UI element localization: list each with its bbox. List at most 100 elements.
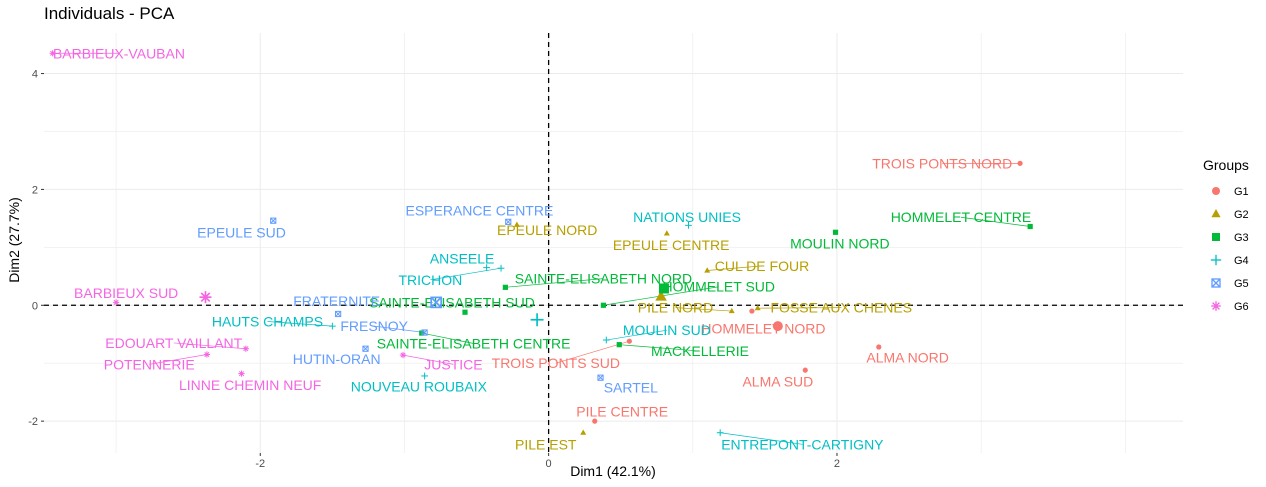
data-point (112, 299, 120, 306)
legend: Groups G1 G2 G3 G4 G5 G6 (1203, 157, 1249, 313)
data-point (203, 351, 211, 358)
data-point (362, 345, 369, 352)
leader-line (267, 321, 333, 327)
point-label: ANSEELE (430, 250, 495, 266)
legend-label: G2 (1234, 209, 1249, 221)
leader-line (505, 278, 604, 288)
data-point (238, 370, 245, 377)
leader-line (707, 265, 763, 271)
point-label: FRESNOY (340, 318, 408, 334)
point-label: SAINTE-ELISABETH NORD (515, 271, 692, 287)
legend-key (1212, 187, 1220, 195)
legend-label: G1 (1234, 186, 1249, 198)
legend-item: G1 (1212, 186, 1249, 198)
data-point (1027, 223, 1033, 230)
centroid-point (655, 290, 667, 301)
point-label: SAINTE-ELISABETH SUD (369, 294, 535, 310)
legend-key (1211, 278, 1221, 288)
group-centroids (199, 283, 783, 332)
point-label: BARBIEUX SUD (74, 285, 178, 301)
leader-line (606, 329, 667, 341)
point-label: ESPERANCE CENTRE (406, 202, 554, 218)
leader-line (757, 307, 842, 309)
x-tick-label: 2 (834, 458, 840, 470)
data-point (602, 336, 610, 344)
y-tick-label: 4 (32, 69, 38, 81)
chart-title: Individuals - PCA (44, 4, 175, 23)
data-point (580, 429, 587, 435)
centroid-point (658, 283, 669, 294)
point-label: POTENNERIE (104, 356, 195, 372)
point-label: HOMMELET CENTRE (891, 209, 1032, 225)
point-label: ALMA SUD (742, 374, 813, 390)
point-label: CUL DE FOUR (715, 258, 809, 274)
point-label: HOMMELET NORD (701, 320, 825, 336)
legend-key (1212, 233, 1220, 241)
legend-item: G4 (1210, 254, 1249, 267)
legend-key (1211, 209, 1221, 218)
centroid-point (530, 313, 544, 327)
point-label: ENTREPONT-CARTIGNY (721, 436, 884, 452)
legend-title: Groups (1203, 157, 1249, 173)
leader-line (374, 325, 425, 333)
y-axis-title: Dim2 (27.7%) (6, 197, 22, 283)
x-axis-title: Dim1 (42.1%) (570, 463, 656, 479)
point-label: HAUTS CHAMPS (212, 313, 323, 329)
data-point (421, 372, 429, 380)
data-point (597, 374, 604, 381)
data-point (270, 217, 277, 224)
leader-line (402, 354, 454, 365)
data-point (502, 284, 508, 290)
data-point (399, 351, 407, 359)
legend-item: G5 (1211, 278, 1249, 290)
point-label: SARTEL (604, 380, 658, 396)
point-label: JUSTICE (424, 356, 482, 372)
data-point (616, 342, 622, 348)
data-point (497, 264, 505, 272)
x-tick-label: 0 (546, 458, 552, 470)
legend-key (1210, 254, 1222, 266)
point-label: PILE NORD (638, 300, 713, 316)
data-point (802, 367, 808, 373)
point-label: TRICHON (399, 272, 463, 288)
centroid-point (430, 296, 442, 309)
y-tick-label: -2 (28, 416, 38, 428)
data-points (49, 50, 1033, 437)
point-label: FOSSE AUX CHENES (771, 300, 913, 316)
point-label: BARBIEUX-VAUBAN (53, 45, 185, 61)
point-label: NATIONS UNIES (633, 209, 741, 225)
data-point (462, 309, 468, 315)
leader-line (720, 432, 803, 445)
legend-item: G2 (1211, 209, 1249, 221)
legend-item: G6 (1211, 301, 1249, 313)
data-point (592, 418, 598, 424)
data-point (328, 322, 336, 330)
point-label: TROIS PONTS NORD (872, 155, 1012, 171)
point-label: HUTIN-ORAN (293, 351, 381, 367)
point-label: NOUVEAU ROUBAIX (351, 378, 488, 394)
leader-line (430, 267, 502, 281)
point-label: MOULIN NORD (790, 235, 890, 251)
legend-label: G5 (1234, 278, 1249, 290)
data-point (685, 221, 692, 229)
y-tick-label: 2 (32, 184, 38, 196)
point-label: EPEULE SUD (197, 224, 286, 240)
data-point (626, 338, 632, 344)
leader-line (149, 354, 207, 365)
leader-line (675, 307, 732, 312)
legend-label: G4 (1234, 255, 1249, 267)
leader-line (960, 216, 1031, 227)
point-label: SAINTE-ELISABETH CENTRE (377, 336, 571, 352)
point-label: HOMMELET SUD (662, 279, 775, 295)
point-labels: TROIS PONTS NORD HOMMELET NORD ALMA NORD AL… (53, 45, 1031, 452)
point-label: MACKELLERIE (651, 343, 749, 359)
point-label: MOULIN SUD (623, 322, 711, 338)
point-label: EPEULE NORD (497, 222, 597, 238)
point-label: EDOUART VAILLANT (105, 335, 242, 351)
data-point (421, 329, 428, 336)
data-point (513, 221, 520, 227)
plot-panel: TROIS PONTS NORD HOMMELET NORD ALMA NORD AL… (44, 33, 1183, 453)
data-point (749, 308, 755, 314)
data-point (876, 344, 882, 350)
point-label: PILE EST (515, 436, 577, 452)
